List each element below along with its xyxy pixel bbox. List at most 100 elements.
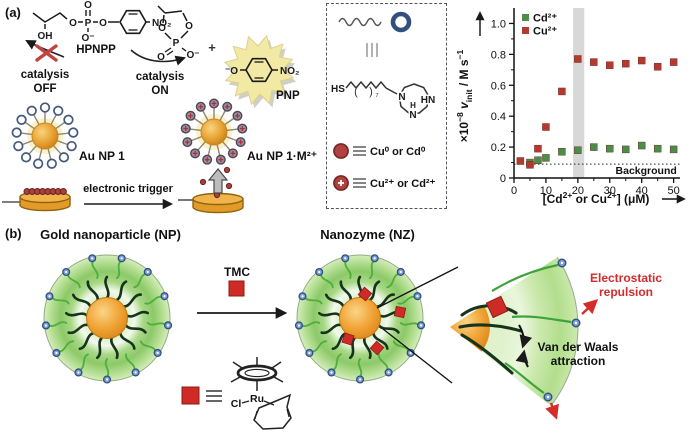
electronic-trigger-label: electronic trigger: [83, 183, 174, 195]
tmc-square-icon: [485, 295, 509, 319]
tacn-h: H: [410, 101, 416, 110]
hpnpp-name: HPNPP: [76, 44, 116, 56]
legend-label: Cu²⁺: [533, 26, 557, 38]
hpnpp-p: P: [85, 18, 92, 29]
ligand-bead: [33, 158, 44, 169]
data-point-Cu²⁺: [637, 56, 646, 65]
data-point-Cd²⁺: [653, 144, 662, 153]
data-point-Cu²⁺: [606, 61, 614, 69]
vdw-arrow-up: [515, 349, 529, 368]
electrode-released: [178, 166, 244, 214]
electrostatic-line1: Electrostatic: [589, 271, 663, 285]
au-np-1-label: Au NP 1: [79, 149, 125, 163]
macrocycle-ring-icon: [390, 11, 412, 33]
zoom-line-bottom: [382, 328, 453, 384]
electrostatic-repulsion-label: Electrostatic repulsion: [570, 271, 682, 299]
data-point-Cd²⁺: [542, 154, 550, 162]
peg-strand: [511, 315, 572, 324]
embedded-tmc-square: [357, 286, 373, 302]
tacn-n-right: HN: [421, 95, 435, 106]
data-point-Cd²⁺: [590, 143, 598, 151]
thiol-hs: HS: [331, 84, 345, 95]
ligand-bead: [58, 152, 70, 163]
data-point-Cu²⁺: [669, 58, 678, 66]
y-axis-label: ×10−8 vinit / M s−1: [456, 49, 474, 142]
hpnpp-o-minus: O⁻: [81, 33, 94, 44]
pnp-o-minus: ⁻O: [225, 66, 238, 77]
y-tick-label: 0.6: [491, 80, 506, 92]
release-up-arrow: [207, 168, 229, 194]
panel-b-scheme: Ru Cl: [41, 254, 599, 430]
data-point-Cu²⁺: [574, 55, 582, 63]
au-np-1-graphic: [11, 102, 79, 169]
background-label: Background: [616, 165, 677, 177]
ligand-bead: [46, 158, 57, 169]
x-tick-label: 0: [511, 185, 517, 197]
electrode-loaded: [2, 188, 71, 212]
tacn-n-left: N: [398, 92, 405, 103]
hpnpp-o-aryl: O: [99, 18, 107, 29]
y-tick-label: 0: [500, 173, 506, 185]
peg-strand: [504, 362, 545, 394]
metal-atom-icon: [333, 143, 349, 159]
ligand-bead: [68, 127, 79, 138]
gold-core: [200, 118, 228, 146]
catalysis-off-group: catalysis OFF: [21, 40, 70, 95]
pnp-no2: NO₂: [280, 66, 299, 77]
repulsion-arrow: [545, 402, 559, 420]
au-np-1-m2-label: Au NP 1·M²⁺: [247, 149, 317, 163]
legend-row-m0: Cu⁰ or Cd⁰: [333, 143, 426, 159]
pnp-name: PNP: [276, 90, 300, 102]
polymer-chain: [460, 333, 514, 375]
au-np-1-m2-graphic: [180, 98, 248, 165]
polymer-chain: [458, 323, 523, 333]
legend-row-m2plus: Cu²⁺ or Cd²⁺: [333, 175, 436, 191]
tmc-structure-legend: Ru Cl: [181, 357, 292, 430]
legend-m0-label: Cu⁰ or Cd⁰: [370, 146, 426, 158]
ligand-bead: [53, 105, 64, 116]
electrostatic-line2: repulsion: [598, 284, 653, 299]
hpnpp-o-ester: O: [69, 18, 77, 29]
gold-core: [86, 297, 128, 339]
cyclic-phosphate-structure: O O P O O⁻: [157, 5, 200, 63]
vdw-line1: Van der Waals: [537, 340, 619, 354]
x-axis-label: [Cd2+ or Cu2+] (μM): [543, 190, 650, 206]
catalysis-on-group: catalysis ON: [130, 49, 186, 97]
catalysis-off-line1: catalysis: [21, 69, 70, 81]
ligand-bead: [16, 114, 27, 125]
cyclic-o-right: O: [185, 21, 193, 32]
data-point-Cd²⁺: [534, 156, 542, 164]
data-point-Cd²⁺: [558, 148, 566, 156]
kinetics-scatter-chart: Background 0 10 20 30 40 50 0 0.2 0.4 0.6 0.8 1.0 Cd²…: [456, 8, 686, 206]
cyclic-o-minus: O⁻: [186, 50, 199, 61]
ligand-bead: [39, 102, 51, 113]
legend-m2plus-label: Cu²⁺ or Cd²⁺: [370, 178, 436, 190]
ligand-bead: [63, 114, 74, 125]
data-point-Cd²⁺: [574, 146, 582, 154]
legend-label: Cd²⁺: [533, 13, 557, 25]
panel-a-label: (a): [5, 5, 21, 20]
ligand-bead: [11, 127, 22, 138]
vdw-attraction-label: Van der Waals attraction: [518, 340, 638, 368]
hpnpp-oh: OH: [38, 31, 53, 42]
y-tick-label: 0.8: [491, 49, 506, 61]
vdw-arrow-down: [518, 324, 533, 349]
chain-paren-left: (: [354, 86, 358, 98]
highlight-band: [573, 8, 585, 178]
embedded-tmc-square: [369, 340, 385, 356]
embedded-tmc-square: [393, 305, 407, 319]
data-point-Cu²⁺: [622, 59, 630, 68]
core-wedge: [450, 305, 490, 352]
chain-sub7: ₇: [375, 88, 378, 98]
ru-complex-structure: Ru Cl: [230, 357, 292, 430]
ligand-bead: [26, 105, 37, 116]
tacn-ring: [398, 83, 430, 114]
catalysis-on-line1: catalysis: [136, 71, 185, 83]
tmc-square-icon: [181, 386, 200, 405]
x-tick-label: 50: [667, 185, 679, 197]
tmc-square-icon: [228, 280, 245, 297]
panel-b-label: (b): [5, 226, 22, 241]
polymer-squiggle: [338, 17, 382, 27]
x-tick-label: 40: [636, 185, 648, 197]
